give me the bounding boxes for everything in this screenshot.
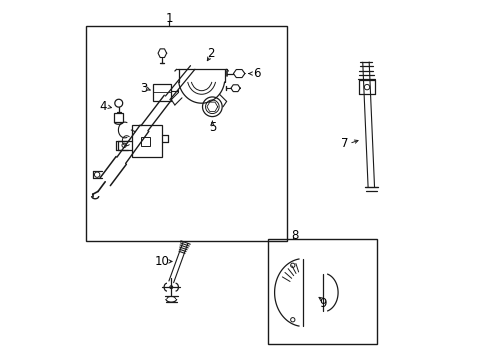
Bar — [153, 84, 171, 102]
Bar — [114, 113, 123, 122]
Text: 3: 3 — [140, 82, 147, 95]
Text: 10: 10 — [155, 255, 169, 268]
Bar — [85, 26, 287, 241]
Bar — [132, 125, 162, 157]
Text: 4: 4 — [100, 100, 107, 113]
Text: 9: 9 — [319, 297, 326, 310]
Text: 6: 6 — [253, 67, 260, 80]
Text: 8: 8 — [290, 229, 298, 242]
Text: 5: 5 — [208, 121, 216, 134]
Text: 2: 2 — [206, 47, 214, 60]
Bar — [141, 137, 149, 146]
Text: 1: 1 — [165, 12, 173, 25]
Bar — [267, 239, 376, 344]
Text: 7: 7 — [340, 137, 347, 150]
